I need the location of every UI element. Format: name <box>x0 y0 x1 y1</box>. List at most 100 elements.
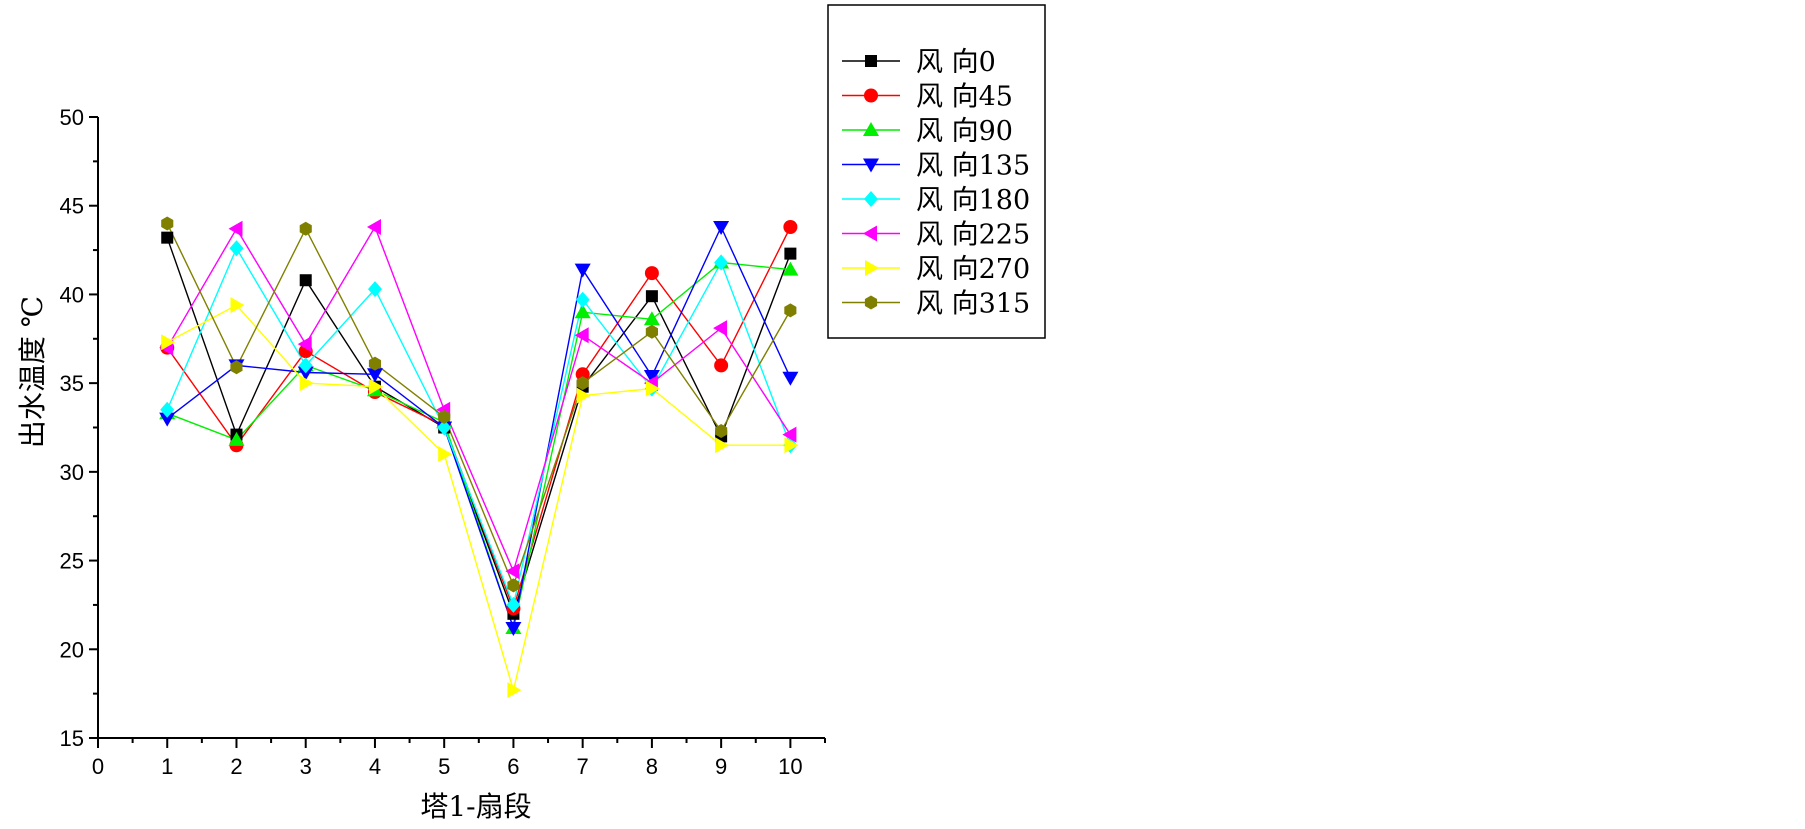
x-tick-label: 0 <box>92 754 104 779</box>
legend-label: 风 向315 <box>916 289 1030 320</box>
data-point-series-3 <box>643 370 660 384</box>
series-line-0 <box>166 237 792 616</box>
data-point-series-3 <box>505 622 522 636</box>
y-tick-label: 30 <box>60 460 84 485</box>
data-point-series-0 <box>784 247 797 260</box>
data-point-series-5 <box>782 426 797 443</box>
series-lines <box>166 223 792 693</box>
data-point-series-4 <box>506 596 521 613</box>
data-point-series-3 <box>574 263 591 278</box>
y-tick-label: 25 <box>60 549 84 574</box>
y-tick-label: 45 <box>60 194 84 219</box>
data-point-series-4 <box>229 240 244 257</box>
data-point-series-2 <box>782 261 799 276</box>
legend-label: 风 向180 <box>916 185 1030 216</box>
data-point-series-6 <box>369 378 383 395</box>
x-tick-label: 10 <box>778 754 802 779</box>
data-point-series-1 <box>575 367 590 382</box>
data-point-series-5 <box>367 219 381 235</box>
x-tick-label: 7 <box>577 754 589 779</box>
data-point-series-6 <box>645 380 660 397</box>
y-axis-title: 出水温度 ℃ <box>16 296 49 448</box>
data-point-series-4 <box>160 401 175 418</box>
data-point-series-0 <box>161 231 174 244</box>
series-line-1 <box>166 226 792 611</box>
data-point-series-3 <box>367 368 383 383</box>
y-tick-label: 20 <box>60 637 84 662</box>
data-point-series-7 <box>368 356 381 371</box>
legend-label: 风 向0 <box>916 47 996 78</box>
data-point-series-0 <box>645 290 658 303</box>
x-tick-label: 6 <box>507 754 519 779</box>
legend-marker <box>863 158 879 173</box>
data-point-series-7 <box>299 221 312 236</box>
data-point-series-5 <box>505 563 520 580</box>
x-tick-label: 5 <box>438 754 450 779</box>
data-point-series-0 <box>299 274 312 287</box>
x-axis-ticks: 0 1 2 3 4 5 6 7 8 9 10 <box>92 738 826 779</box>
data-point-series-6 <box>299 375 314 392</box>
x-axis-title: 塔1-扇段 <box>420 790 531 823</box>
series-line-2 <box>166 261 791 631</box>
data-point-series-2 <box>228 431 245 446</box>
data-point-series-7 <box>715 424 728 438</box>
data-point-series-7 <box>576 376 589 391</box>
data-point-series-1 <box>783 220 798 235</box>
data-point-series-7 <box>230 360 243 375</box>
data-point-series-6 <box>161 334 176 351</box>
data-point-series-6 <box>576 387 591 404</box>
data-point-series-6 <box>715 437 730 454</box>
data-point-series-3 <box>159 412 176 427</box>
data-point-series-3 <box>713 221 730 235</box>
data-point-series-2 <box>643 311 660 326</box>
y-tick-label: 15 <box>60 726 84 751</box>
x-tick-label: 8 <box>646 754 658 779</box>
data-point-series-4 <box>714 254 729 271</box>
series-line-6 <box>166 304 791 693</box>
data-point-series-6 <box>438 446 453 463</box>
data-point-series-3 <box>297 366 314 381</box>
legend-marker <box>864 191 878 207</box>
data-point-series-5 <box>297 336 312 353</box>
legend-label: 风 向45 <box>916 82 1013 113</box>
y-axis-ticks: 15 20 25 30 35 40 45 50 <box>60 105 98 751</box>
series-line-4 <box>166 246 792 608</box>
x-tick-label: 1 <box>161 754 173 779</box>
x-tick-label: 2 <box>230 754 242 779</box>
data-point-series-7 <box>645 324 658 339</box>
y-tick-label: 40 <box>60 282 84 307</box>
data-point-series-6 <box>507 682 522 699</box>
legend-label: 风 向270 <box>916 254 1030 285</box>
data-point-series-6 <box>230 297 245 314</box>
data-point-series-5 <box>574 327 589 344</box>
series-markers <box>159 216 799 699</box>
x-tick-label: 4 <box>369 754 381 779</box>
x-tick-label: 9 <box>715 754 727 779</box>
data-point-series-7 <box>784 303 797 318</box>
legend-marker <box>865 55 877 67</box>
data-point-series-5 <box>228 220 243 237</box>
data-point-series-5 <box>713 320 728 337</box>
data-point-series-1 <box>644 266 659 281</box>
data-point-series-4 <box>575 291 590 308</box>
series-line-3 <box>166 225 792 631</box>
data-point-series-7 <box>438 409 451 424</box>
data-point-series-7 <box>507 578 520 593</box>
series-line-5 <box>166 225 791 574</box>
legend-marker <box>864 295 878 310</box>
data-point-series-7 <box>161 216 174 231</box>
legend-label: 风 向135 <box>916 151 1030 182</box>
data-point-series-2 <box>574 304 591 319</box>
series-line-7 <box>166 223 792 588</box>
y-tick-label: 50 <box>60 105 84 130</box>
legend-label: 风 向225 <box>916 220 1030 251</box>
legend-label: 风 向90 <box>916 116 1013 147</box>
legend-marker <box>864 88 878 103</box>
data-point-series-1 <box>714 358 729 373</box>
data-point-series-4 <box>368 281 382 298</box>
data-point-series-3 <box>782 371 799 386</box>
y-tick-label: 35 <box>60 371 84 396</box>
data-point-series-6 <box>784 437 799 454</box>
